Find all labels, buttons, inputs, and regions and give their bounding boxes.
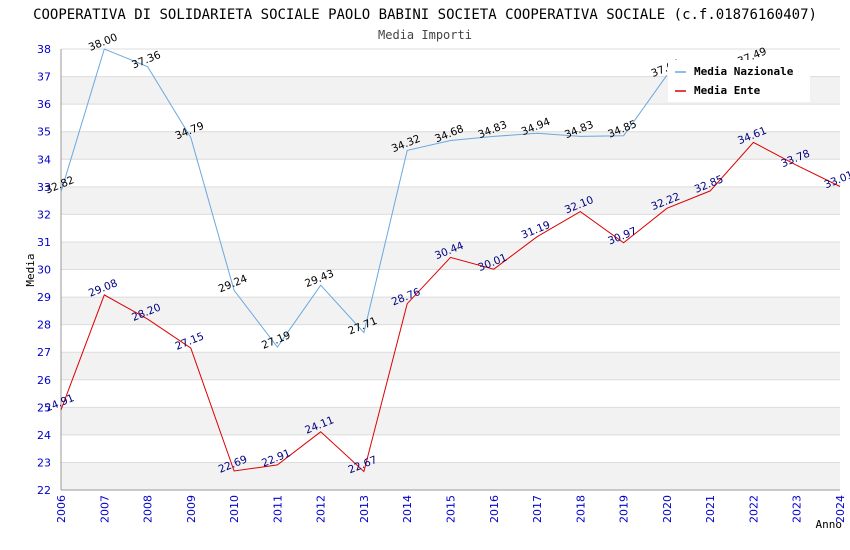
x-tick-label: 2015 [445,495,458,523]
x-tick-label: 2016 [488,495,501,523]
grid-band [61,269,840,298]
y-tick-label: 26 [37,374,51,387]
series-line-media-ente [60,141,841,473]
grid-band [61,186,840,215]
y-tick-label: 35 [37,126,51,139]
grid-band [61,434,840,463]
y-tick-label: 24 [37,429,51,442]
grid-band [61,462,840,490]
x-axis-label: Anno [816,518,843,531]
y-tick-label: 30 [37,264,51,277]
legend-background [668,60,810,102]
x-tick-label: 2018 [574,495,587,523]
x-tick-label: 2006 [55,495,68,523]
y-axis: 22 23 24 25 26 27 28 29 30 31 32 33 34 35 36 37 38 [37,43,51,497]
x-tick-label: 2011 [271,495,284,523]
grid-band [61,379,840,408]
y-tick-label: 23 [37,456,51,469]
y-tick-label: 34 [37,153,51,166]
x-tick-label: 2010 [228,495,241,523]
grid-band [61,104,840,132]
x-tick-label: 2020 [661,495,674,523]
x-tick-label: 2008 [142,495,155,523]
x-tick-label: 2019 [618,495,631,523]
y-axis-label: Media [24,253,37,286]
x-tick-label: 2023 [791,495,804,523]
grid-band [61,159,840,187]
grid-band [61,214,840,242]
x-tick-label: 2012 [315,495,328,523]
grid-band [61,297,840,325]
x-tick-label: 2017 [531,495,544,523]
x-tick-label: 2024 [834,495,847,523]
y-tick-label: 22 [37,484,51,497]
x-tick-label: 2009 [185,495,198,523]
plot-background [60,48,840,491]
x-tick-label: 2021 [704,495,717,523]
chart-title: COOPERATIVA DI SOLIDARIETA SOCIALE PAOLO… [33,7,817,23]
legend-label-media-nazionale: Media Nazionale [694,65,794,78]
y-tick-label: 33 [37,181,51,194]
x-tick-label: 2013 [358,495,371,523]
x-tick-label: 2007 [98,495,111,523]
legend: Media Nazionale Media Ente [668,60,810,102]
y-tick-label: 25 [37,401,51,414]
x-tick-label: 2022 [747,495,760,523]
series-line-media-nazionale [60,48,668,348]
y-tick-label: 31 [37,236,51,249]
grid-band [61,407,840,435]
x-axis: 2006 2007 2008 2009 2010 2011 2012 2013 2014 2015… [55,495,847,523]
x-tick-label: 2014 [401,495,414,523]
y-tick-label: 37 [37,71,51,84]
y-tick-label: 29 [37,291,51,304]
y-tick-label: 28 [37,319,51,332]
chart-subtitle: Media Importi [378,28,472,42]
legend-label-media-ente: Media Ente [694,84,761,97]
y-tick-label: 38 [37,43,51,56]
y-tick-label: 32 [37,208,51,221]
grid-band [61,352,840,380]
y-tick-label: 36 [37,98,51,111]
grid-band [61,131,840,160]
y-tick-label: 27 [37,346,51,359]
grid-band [61,241,840,270]
